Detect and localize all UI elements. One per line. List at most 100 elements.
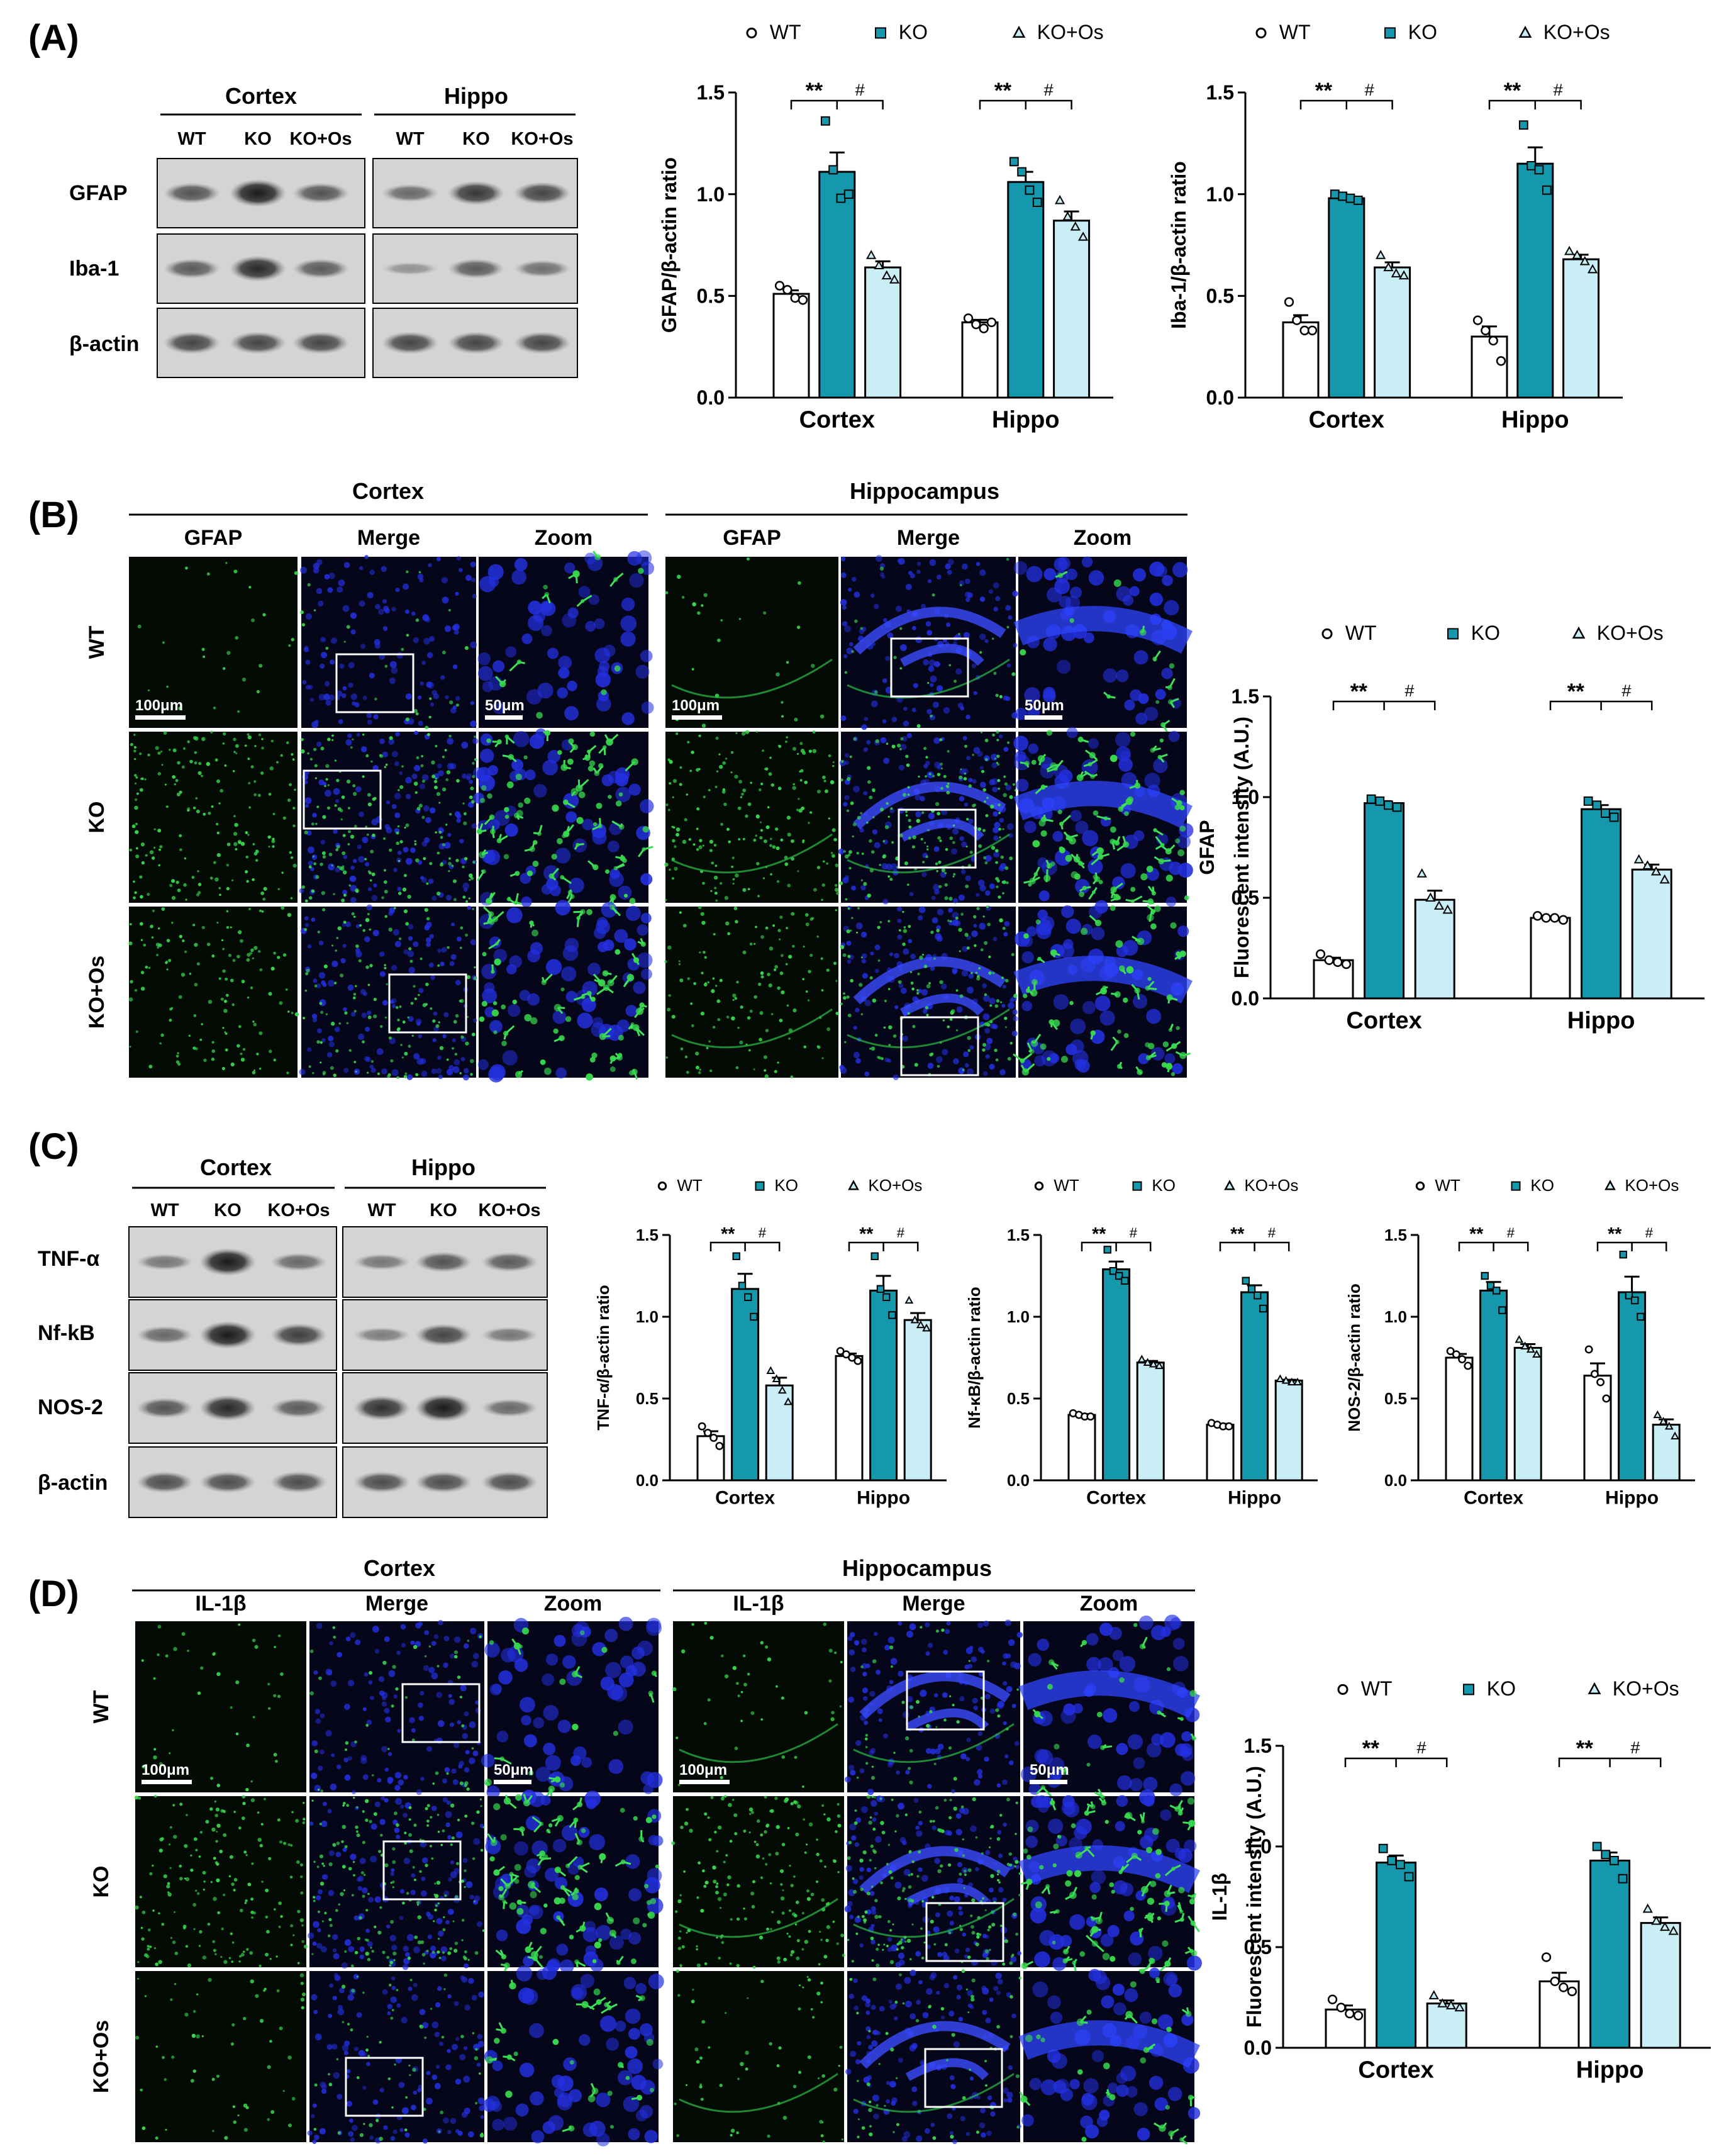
marker-signal [194,761,197,765]
nucleus [916,561,921,566]
nucleus [409,1717,415,1723]
nucleus [934,1858,940,1864]
marker-signal [1002,880,1006,885]
nucleus [977,1774,983,1779]
blot-band [230,332,286,354]
marker-signal [514,871,520,876]
marker-signal [795,1901,799,1904]
marker-signal [294,1012,299,1017]
nucleus [476,767,491,782]
marker-signal [398,937,402,941]
marker-signal [136,792,139,795]
marker-signal [474,1951,479,1955]
marker-signal [222,742,225,745]
nucleus [322,983,327,987]
nucleus [1008,833,1013,838]
marker-signal [389,1960,394,1965]
marker-signal [263,886,267,891]
nucleus [603,644,616,657]
micrograph-tile [839,905,1018,1081]
marker-signal [198,1945,201,1947]
nucleus [565,991,577,1003]
marker-signal [539,1850,545,1857]
marker-signal [1091,890,1096,895]
column-label: Merge [897,526,960,550]
marker-signal [554,1867,561,1874]
marker-signal [790,1802,794,1806]
marker-signal [618,824,625,830]
marker-signal [781,1911,785,1915]
marker-signal [806,1889,809,1893]
nucleus [1103,668,1118,683]
marker-signal [834,884,838,887]
nucleus [330,1784,337,1790]
nucleus [870,1800,877,1807]
marker-signal [158,864,160,867]
marker-signal [891,1798,894,1801]
nucleus [960,869,966,874]
marker-signal [1147,1914,1154,1921]
marker-signal [1125,1812,1133,1819]
nucleus [874,1811,879,1816]
blot-c-lane-koos-hippo: KO+Os [478,1200,540,1220]
marker-signal [543,1903,548,1908]
nucleus [440,1946,448,1953]
nucleus [861,953,867,959]
marker-signal [689,1828,693,1833]
marker-signal [362,929,365,932]
marker-signal [765,1863,768,1866]
nucleus [364,1672,369,1677]
nucleus [882,678,887,683]
marker-signal [857,907,860,910]
nucleus [621,597,635,612]
marker-signal [1141,1819,1145,1824]
marker-signal [425,1863,428,1867]
nucleus [918,915,923,921]
marker-signal [238,1960,241,1963]
marker-signal [260,771,264,775]
nucleus [421,774,429,781]
nucleus [429,807,436,813]
marker-signal [164,2078,167,2081]
marker-signal [343,893,347,897]
nucleus [406,1934,414,1941]
marker-signal [370,1060,374,1063]
marker-signal [792,1008,797,1013]
nucleus [545,959,562,975]
nucleus [625,1854,640,1869]
marker-signal [988,1846,991,1848]
marker-signal [999,836,1001,839]
marker-signal [748,1831,751,1834]
marker-signal [679,766,682,769]
nucleus [1160,1732,1176,1748]
marker-signal [211,1058,215,1061]
nucleus [926,708,932,715]
nucleus [1172,1638,1185,1650]
marker-signal [579,1925,586,1932]
marker-signal [1121,968,1125,973]
marker-signal [352,791,357,796]
nucleus [925,1748,932,1754]
marker-signal [1033,872,1038,876]
marker-signal [135,2036,140,2040]
micrograph-tile: 50μm [1018,1614,1200,1797]
marker-signal [681,1945,685,1949]
marker-signal [857,1915,860,1919]
marker-signal [866,821,869,824]
marker-signal [266,1930,270,1934]
marker-signal [777,1061,779,1064]
nucleus [1133,568,1147,582]
scale-bar [1030,1780,1067,1784]
marker-signal [237,2114,240,2117]
marker-signal [456,779,460,783]
nucleus [332,1948,337,1953]
marker-signal [327,784,330,786]
nucleus [438,1930,444,1937]
nucleus [641,701,654,714]
nucleus [976,562,981,566]
nucleus [347,1756,352,1761]
marker-signal [592,864,599,871]
marker-signal [906,763,910,768]
marker-signal [250,1798,255,1802]
nucleus [445,895,452,901]
